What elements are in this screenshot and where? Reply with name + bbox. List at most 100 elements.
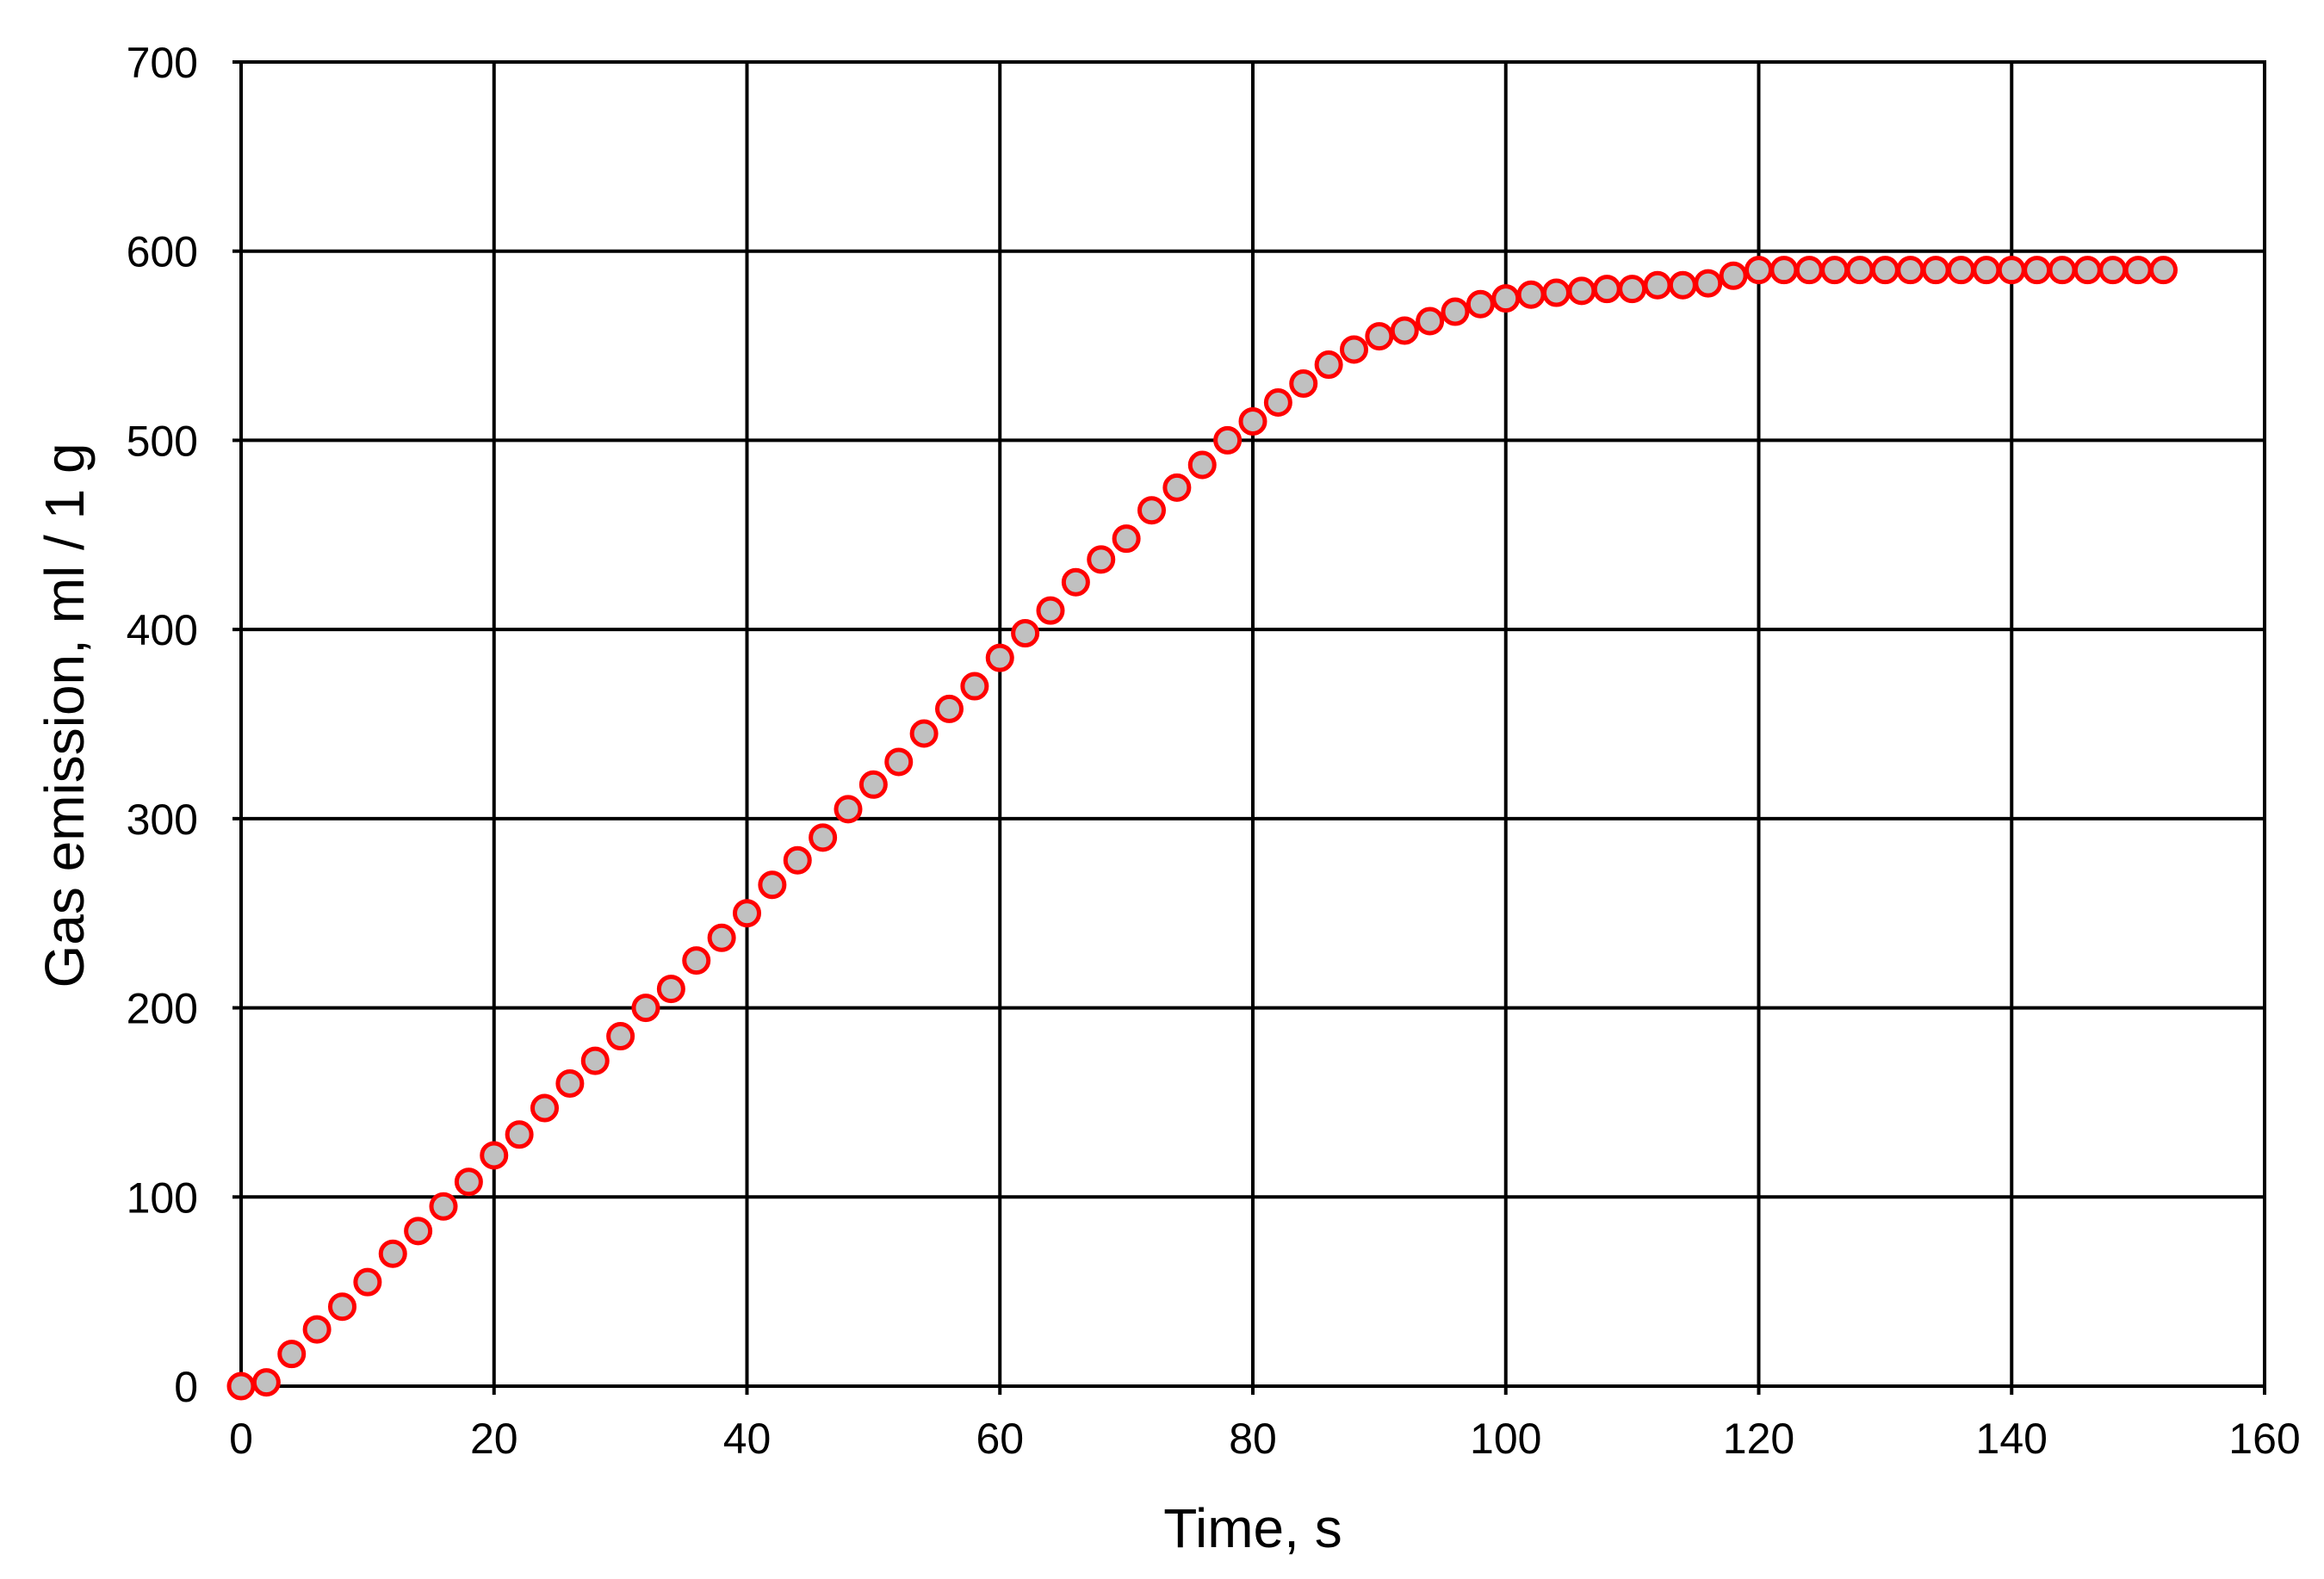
- data-point: [1567, 276, 1596, 306]
- data-point: [378, 1239, 407, 1268]
- data-point: [1947, 256, 1975, 285]
- data-point: [1213, 425, 1243, 455]
- data-point: [1238, 406, 1267, 436]
- data-point: [1618, 275, 1647, 304]
- data-point: [1314, 350, 1343, 380]
- x-tick-label: 140: [1976, 1415, 2048, 1463]
- x-tick-label: 160: [2228, 1415, 2300, 1463]
- data-point: [1365, 322, 1394, 351]
- x-tick-label: 60: [976, 1415, 1024, 1463]
- data-point: [834, 795, 863, 824]
- data-point: [277, 1340, 307, 1369]
- data-point: [1921, 256, 1950, 285]
- data-point: [858, 770, 888, 799]
- data-point: [935, 694, 964, 723]
- data-point: [1845, 256, 1875, 285]
- data-point: [707, 923, 736, 952]
- data-point: [783, 845, 812, 875]
- y-tick-label: 200: [127, 985, 198, 1033]
- x-axis-title: Time, s: [1163, 1497, 1342, 1559]
- data-point: [1061, 567, 1090, 597]
- data-point: [1466, 289, 1495, 319]
- data-point: [1441, 297, 1470, 326]
- data-point: [1870, 256, 1899, 285]
- data-point: [404, 1217, 433, 1246]
- y-tick-label: 0: [174, 1363, 198, 1411]
- data-point: [1087, 545, 1116, 574]
- data-point: [1694, 269, 1723, 298]
- data-point: [353, 1267, 382, 1297]
- data-point: [631, 994, 660, 1023]
- data-point: [1416, 307, 1445, 336]
- data-point: [1997, 256, 2026, 285]
- data-point: [1340, 335, 1368, 364]
- y-tick-label: 600: [127, 228, 198, 276]
- data-point: [1036, 596, 1065, 625]
- data-point: [682, 946, 711, 975]
- data-point: [1263, 387, 1292, 417]
- x-tick-label: 80: [1229, 1415, 1277, 1463]
- data-point: [884, 747, 914, 777]
- y-tick-label: 400: [127, 606, 198, 654]
- data-point: [2048, 256, 2077, 285]
- x-tick-label: 0: [229, 1415, 253, 1463]
- y-tick-label: 500: [127, 417, 198, 465]
- data-point: [733, 899, 761, 928]
- data-point: [2023, 256, 2052, 285]
- data-point: [1896, 256, 1925, 285]
- data-point: [1592, 275, 1621, 304]
- data-point: [505, 1120, 534, 1149]
- data-point: [2098, 256, 2128, 285]
- data-point: [1011, 619, 1040, 648]
- y-tick-label: 300: [127, 796, 198, 844]
- data-point: [429, 1192, 458, 1221]
- data-point: [480, 1141, 509, 1170]
- x-tick-label: 40: [723, 1415, 772, 1463]
- data-point: [1491, 284, 1521, 313]
- data-point: [656, 975, 685, 1004]
- x-tick-label: 20: [470, 1415, 518, 1463]
- x-tick-label: 120: [1723, 1415, 1794, 1463]
- data-point: [302, 1315, 332, 1344]
- data-point: [2123, 256, 2153, 285]
- data-point: [2149, 256, 2178, 285]
- data-point: [1542, 278, 1571, 307]
- data-point: [555, 1068, 585, 1098]
- data-point: [1289, 369, 1318, 399]
- data-point: [1643, 270, 1672, 300]
- data-point: [1769, 256, 1799, 285]
- data-point: [530, 1093, 559, 1123]
- data-point: [1745, 256, 1773, 285]
- data-point: [1137, 496, 1166, 525]
- data-point: [1390, 316, 1419, 345]
- data-point: [985, 643, 1014, 672]
- data-point: [960, 672, 989, 701]
- y-axis-title: Gas emission, ml / 1 g: [34, 443, 96, 988]
- data-point: [758, 870, 787, 900]
- y-tick-label: 700: [127, 39, 198, 87]
- data-point: [1162, 473, 1192, 502]
- x-tick-label: 100: [1470, 1415, 1541, 1463]
- data-point: [454, 1167, 483, 1197]
- data-point: [1112, 524, 1141, 554]
- data-point: [251, 1368, 281, 1397]
- x-axis-ticks: 0 20 40 60 80 100 120 140 160: [229, 1386, 2301, 1463]
- data-point: [226, 1372, 256, 1401]
- data-points: [226, 256, 2178, 1401]
- data-point: [1668, 270, 1697, 300]
- y-axis-ticks: 0 100 200 300 400 500 600 700: [127, 39, 241, 1411]
- data-point: [1820, 256, 1850, 285]
- data-point: [1972, 256, 2001, 285]
- data-point: [606, 1022, 635, 1051]
- data-point: [1516, 280, 1546, 309]
- data-point: [809, 823, 838, 852]
- data-point: [2073, 256, 2102, 285]
- data-point: [1719, 261, 1748, 290]
- y-tick-label: 100: [127, 1173, 198, 1222]
- data-point: [1794, 256, 1824, 285]
- data-point: [909, 719, 939, 748]
- data-point: [580, 1046, 610, 1075]
